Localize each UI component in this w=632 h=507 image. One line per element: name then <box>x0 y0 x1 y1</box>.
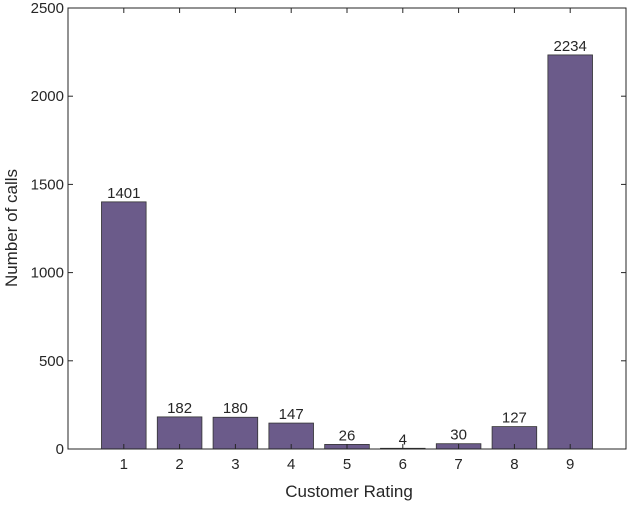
bar-rating-2 <box>156 416 203 450</box>
y-tick-label-2000: 2000 <box>31 88 64 105</box>
x-tick-label-2: 2 <box>175 456 183 473</box>
y-tick-label-1000: 1000 <box>31 265 64 282</box>
data-label-rating-5: 26 <box>339 427 356 444</box>
x-tick-label-1: 1 <box>120 456 128 473</box>
data-label-rating-4: 147 <box>279 406 304 423</box>
x-axis-title: Customer Rating <box>285 482 413 501</box>
data-label-rating-3: 180 <box>223 400 248 417</box>
y-tick-label-1500: 1500 <box>31 176 64 193</box>
x-tick-label-6: 6 <box>399 456 407 473</box>
plot-background <box>68 8 626 449</box>
data-label-rating-6: 4 <box>399 431 407 448</box>
data-label-rating-1: 1401 <box>107 185 140 202</box>
data-label-rating-8: 127 <box>502 410 527 427</box>
x-tick-label-7: 7 <box>454 456 462 473</box>
bar-rating-1 <box>101 201 147 450</box>
x-tick-label-9: 9 <box>566 456 574 473</box>
bar-rating-9 <box>547 54 593 450</box>
y-tick-label-500: 500 <box>39 353 64 370</box>
x-tick-label-5: 5 <box>343 456 351 473</box>
plot-area <box>68 8 626 449</box>
x-tick-label-8: 8 <box>510 456 518 473</box>
axes-group: 0 500 1000 1500 2000 2500 1 2 3 4 5 6 7 8 9 <box>31 0 627 473</box>
y-tick-label-0: 0 <box>56 441 64 458</box>
bar-rating-3 <box>212 416 259 450</box>
x-tick-label-3: 3 <box>231 456 239 473</box>
x-tick-label-4: 4 <box>287 456 295 473</box>
data-label-rating-7: 30 <box>450 427 467 444</box>
y-axis-title: Number of calls <box>2 169 21 287</box>
data-label-rating-9: 2234 <box>554 38 587 55</box>
y-tick-label-2500: 2500 <box>31 0 64 17</box>
data-label-rating-2: 182 <box>167 400 192 417</box>
data-labels-group: 1401 182 180 147 26 4 30 127 2234 <box>107 38 587 448</box>
